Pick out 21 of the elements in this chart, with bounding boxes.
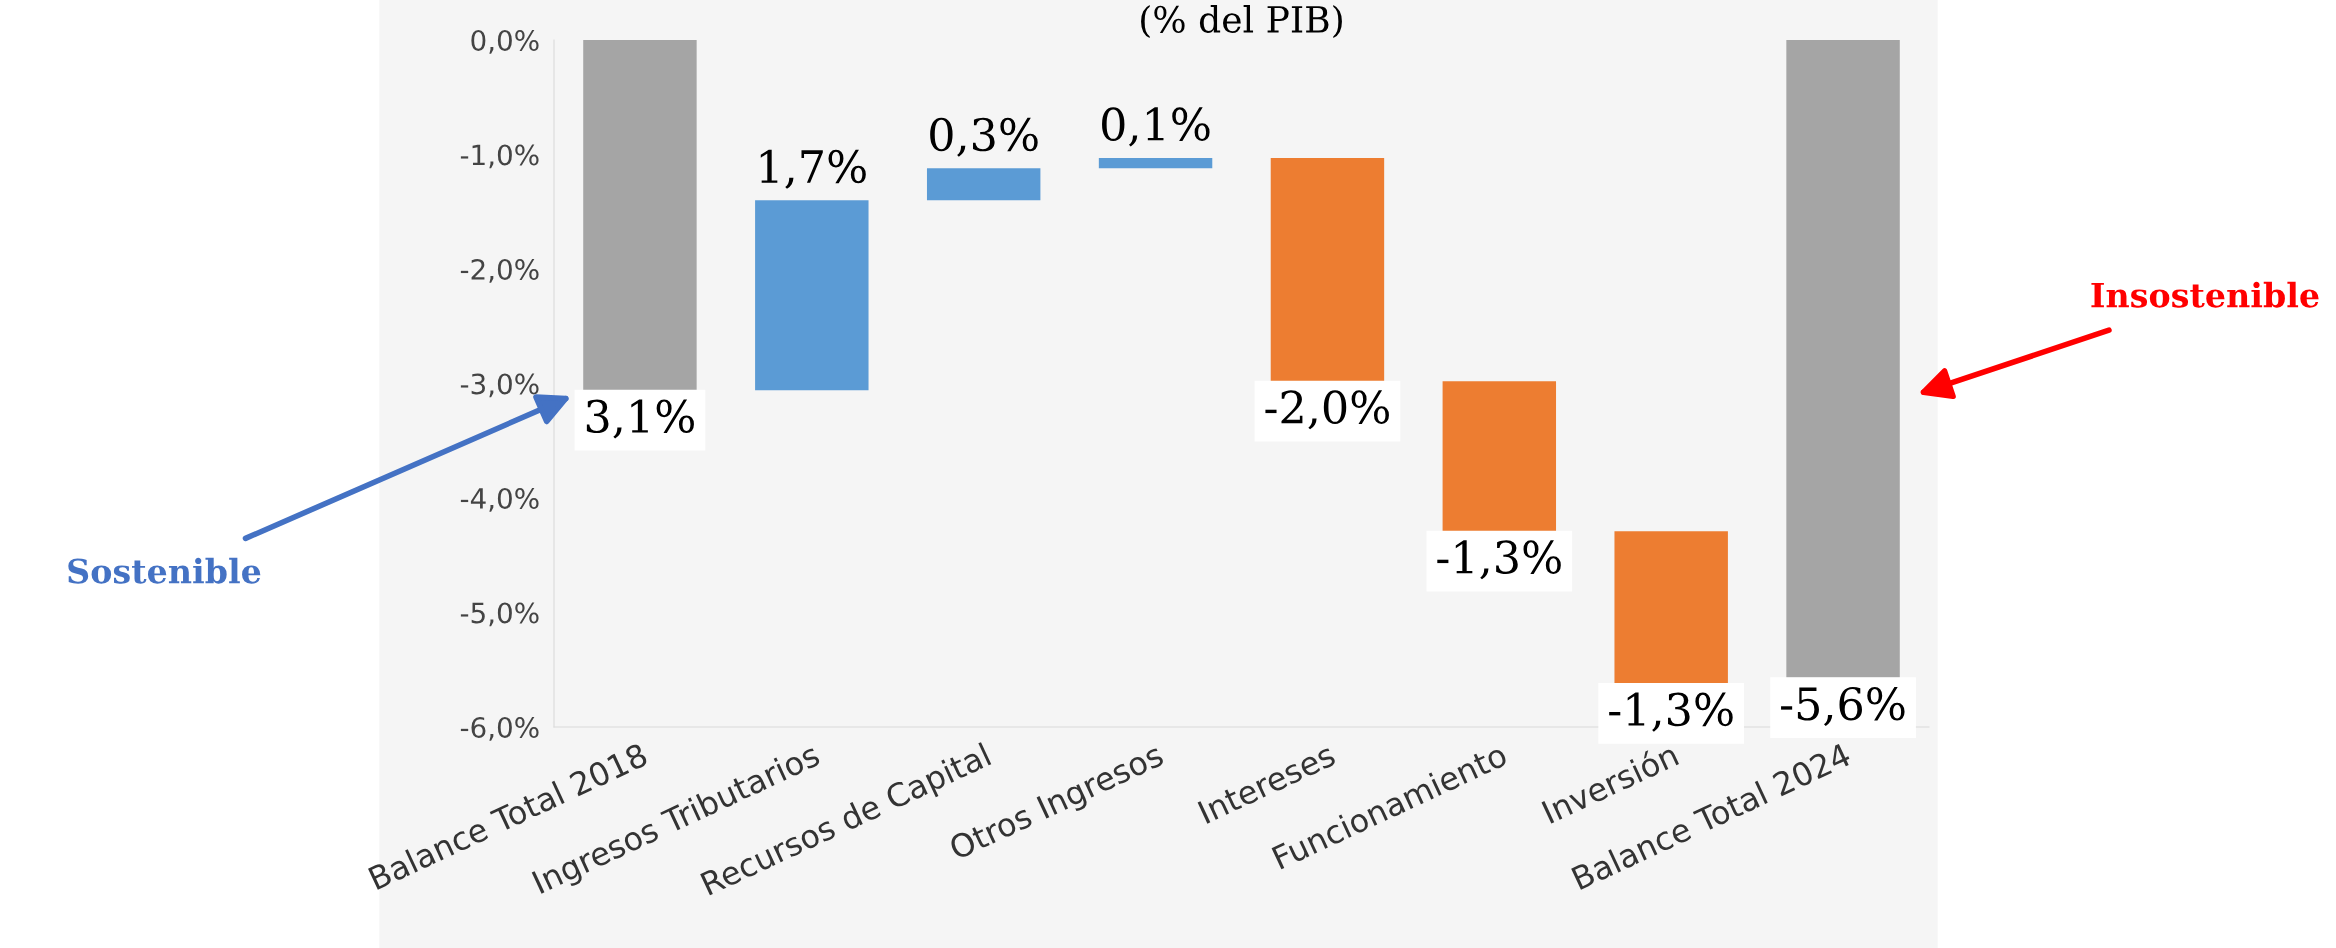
y-tick-label: -1,0% [460, 144, 539, 169]
y-tick-label: 0,0% [471, 29, 539, 54]
data-label: -2,0% [1265, 390, 1389, 430]
text: Sostenible [68, 557, 261, 584]
data-label: 0,1% [1102, 107, 1210, 147]
text: Insostenible [2091, 281, 2319, 308]
bar [755, 200, 869, 391]
bar [1098, 157, 1213, 169]
chart-title: (% del PIB) [1141, 5, 1342, 39]
y-tick-label: -6,0% [460, 716, 539, 741]
data-label: -1,3% [1437, 540, 1561, 580]
data-label: 1,7% [760, 149, 866, 189]
y-tick-label: -4,0% [460, 487, 539, 512]
data-label: -5,6% [1781, 686, 1905, 726]
y-tick-label: -5,0% [460, 602, 539, 627]
data-label: 0,3% [930, 117, 1038, 157]
bar [926, 168, 1041, 201]
y-tick-label: -3,0% [460, 373, 539, 398]
y-tick-label: -2,0% [460, 258, 539, 283]
data-label: -1,3% [1609, 692, 1733, 732]
data-label: 3,1% [586, 399, 694, 439]
